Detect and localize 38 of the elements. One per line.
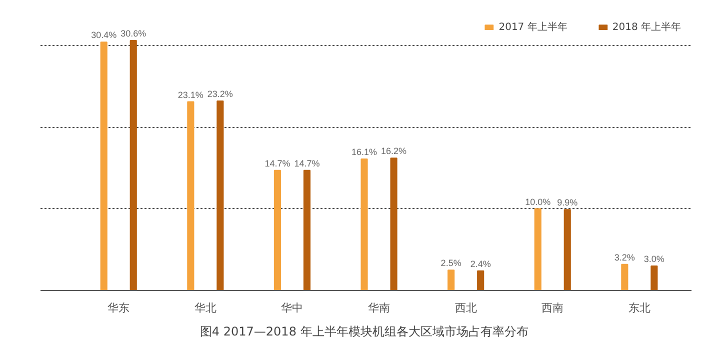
bar (564, 209, 571, 290)
legend-label: 2018 年上半年 (612, 20, 681, 34)
x-tick-label: 华北 (194, 302, 216, 314)
bar (130, 40, 137, 290)
bar (360, 158, 368, 290)
data-label: 2.4% (470, 258, 491, 269)
data-label: 14.7% (264, 158, 290, 168)
data-label: 23.1% (178, 90, 204, 100)
bar (274, 170, 281, 290)
bar (303, 170, 311, 290)
data-label: 9.9% (557, 198, 578, 208)
data-label: 14.7% (294, 158, 320, 168)
bar (187, 101, 194, 290)
data-label: 10.0% (525, 196, 551, 207)
data-label: 3.0% (644, 254, 664, 264)
data-label: 16.1% (352, 146, 378, 157)
bar (216, 100, 224, 290)
x-tick-label: 东北 (628, 302, 650, 314)
data-label: 30.4% (91, 30, 117, 40)
bar (448, 270, 455, 290)
x-tick-label: 华南 (368, 302, 390, 314)
data-label: 30.6% (120, 28, 146, 38)
data-label: 3.2% (614, 252, 635, 262)
bar (477, 270, 484, 290)
x-tick-label: 西南 (542, 302, 564, 314)
bar (390, 158, 398, 290)
bar (621, 264, 628, 290)
data-label: 2.5% (440, 258, 462, 268)
bar (650, 265, 658, 290)
caption: 图4 2017—2018 年上半年模块机组各大区域市场占有率分布 (200, 324, 528, 338)
x-tick-label: 华东 (108, 302, 130, 314)
data-label: 16.2% (381, 146, 407, 156)
bar (534, 208, 542, 290)
legend-label: 2017 年上半年 (498, 20, 568, 34)
data-label: 23.2% (207, 88, 233, 99)
x-tick-label: 华中 (281, 302, 304, 314)
x-tick-label: 西北 (454, 302, 477, 314)
bar (100, 42, 108, 290)
